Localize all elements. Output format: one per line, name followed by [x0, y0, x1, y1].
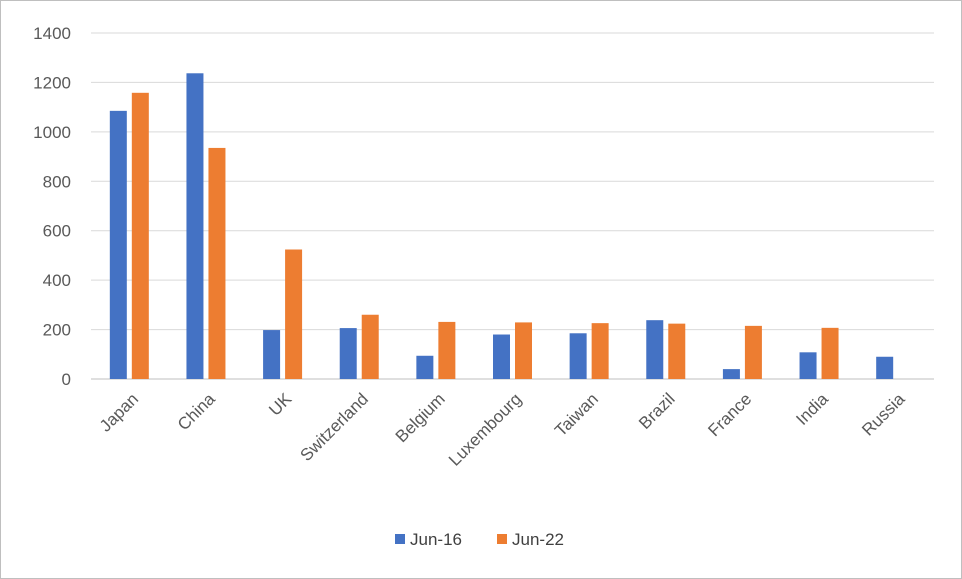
- x-tick-label: Switzerland: [296, 389, 372, 465]
- y-tick-label: 1400: [33, 24, 71, 43]
- bar: [668, 323, 686, 379]
- y-tick-label: 1000: [33, 123, 71, 142]
- x-tick-label: Russia: [858, 389, 909, 440]
- gridlines: [91, 32, 934, 380]
- bar: [285, 249, 303, 379]
- bar: [339, 328, 357, 379]
- x-tick-label: Japan: [96, 389, 142, 435]
- bar: [438, 321, 456, 379]
- y-tick-label: 1200: [33, 73, 71, 92]
- legend: Jun-16 Jun-22: [395, 530, 564, 549]
- x-tick-label: France: [704, 389, 755, 440]
- bar: [361, 314, 379, 379]
- bar: [416, 355, 434, 379]
- legend-label: Jun-22: [512, 530, 564, 549]
- x-tick-label: China: [174, 389, 219, 434]
- bar: [744, 325, 762, 379]
- legend-swatch: [395, 534, 405, 544]
- x-tick-label: UK: [265, 389, 296, 420]
- y-tick-label: 400: [43, 271, 71, 290]
- bar: [493, 334, 510, 379]
- x-axis-ticks: Japan China UK Switzerland BelgiumLuxembourg…: [96, 389, 909, 470]
- bar: [569, 333, 587, 379]
- x-tick-label: India: [792, 389, 832, 429]
- y-axis-ticks: 0 200 400 600 800 1000 1200 1400: [33, 24, 71, 389]
- bar: [821, 327, 839, 379]
- y-tick-label: 200: [43, 321, 71, 340]
- bar: [799, 352, 817, 379]
- bar: [722, 369, 740, 379]
- bar: [186, 73, 204, 379]
- bar: [263, 330, 281, 379]
- bar: [131, 92, 149, 380]
- x-tick-label: Luxembourg: [445, 389, 525, 469]
- bar: [208, 147, 226, 379]
- x-tick-label: Brazil: [635, 389, 678, 432]
- legend-swatch: [497, 534, 507, 544]
- x-tick-label: Taiwan: [551, 389, 602, 440]
- y-tick-label: 0: [62, 370, 71, 389]
- bar: [515, 322, 532, 379]
- bar: [591, 323, 609, 379]
- bar: [646, 320, 664, 379]
- y-tick-label: 600: [43, 222, 71, 241]
- bar: [109, 110, 127, 379]
- y-tick-label: 800: [43, 172, 71, 191]
- bar: [876, 356, 894, 379]
- bars: [109, 73, 894, 380]
- legend-label: Jun-16: [410, 530, 462, 549]
- x-tick-label: Belgium: [392, 389, 449, 446]
